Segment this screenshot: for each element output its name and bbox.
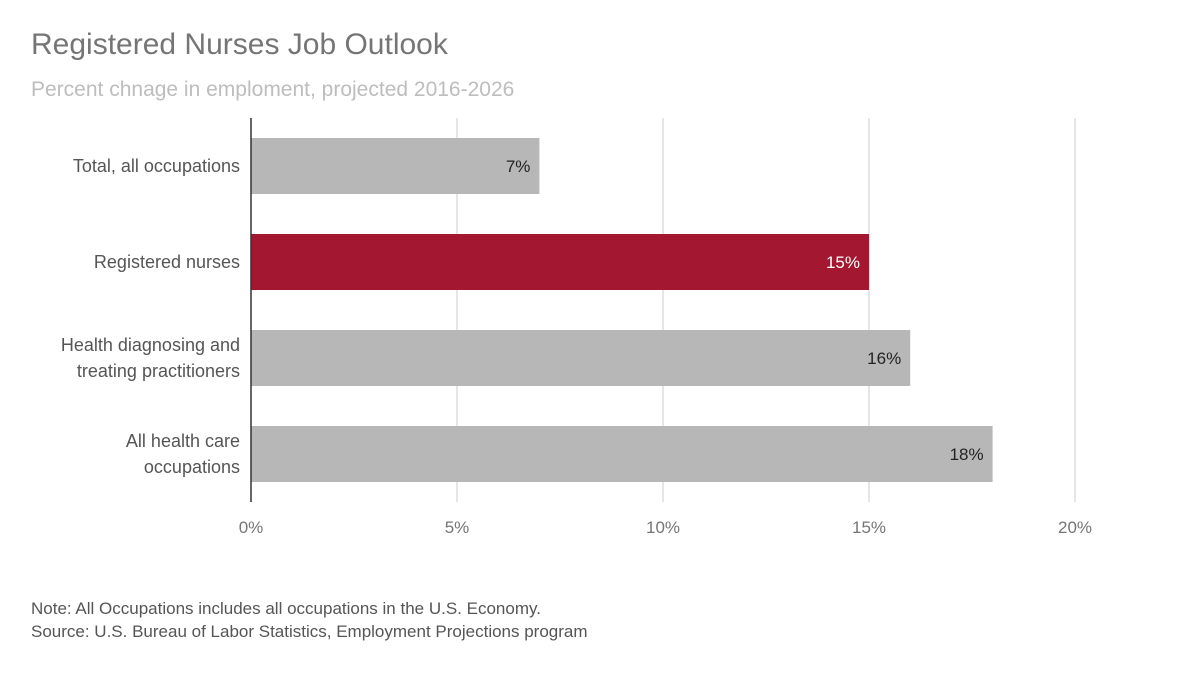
category-label: occupations [144, 457, 240, 477]
chart-title: Registered Nurses Job Outlook [31, 28, 448, 61]
x-tick-label: 15% [852, 518, 886, 537]
x-tick-label: 20% [1058, 518, 1092, 537]
bar-value-label: 18% [950, 445, 984, 464]
bar-value-label: 16% [867, 349, 901, 368]
chart-notes: Note: All Occupations includes all occup… [31, 597, 588, 643]
x-tick-label: 0% [239, 518, 264, 537]
x-tick-label: 5% [445, 518, 470, 537]
note-text: Note: All Occupations includes all occup… [31, 599, 541, 618]
category-label: All health care [126, 431, 240, 451]
bar [251, 234, 869, 290]
chart-subtitle: Percent chnage in emploment, projected 2… [31, 78, 515, 101]
source-text: Source: U.S. Bureau of Labor Statistics,… [31, 622, 588, 641]
x-tick-label: 10% [646, 518, 680, 537]
bar-value-label: 7% [506, 157, 531, 176]
bar [251, 138, 540, 194]
bar [251, 330, 911, 386]
category-label: treating practitioners [77, 361, 240, 381]
category-label: Registered nurses [94, 252, 240, 272]
bar-value-label: 15% [826, 253, 860, 272]
category-label: Total, all occupations [73, 156, 240, 176]
bar [251, 426, 993, 482]
category-label: Health diagnosing and [61, 335, 240, 355]
bar-chart: 7% 15% 16% 18% Total, all occupations Registe… [61, 118, 1092, 537]
